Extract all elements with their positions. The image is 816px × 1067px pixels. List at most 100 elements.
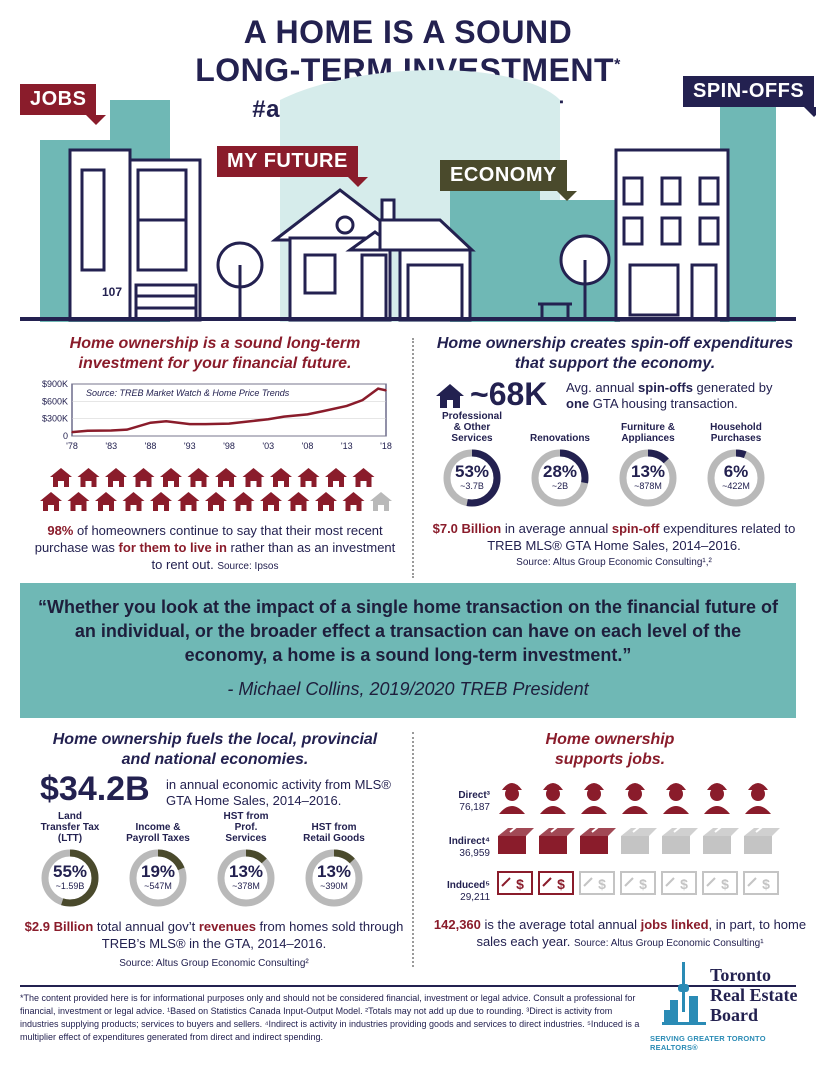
- jobs-icon-box: [539, 823, 575, 854]
- treb-logo-icon: [662, 962, 706, 1025]
- quote-banner: “Whether you look at the impact of a sin…: [20, 583, 796, 718]
- direct-value: 76,187: [459, 802, 490, 813]
- jobs-source: Source: Altus Group Economic Consulting¹: [574, 938, 764, 949]
- chart-xtick: '13: [341, 441, 353, 451]
- tag-my-future: MY FUTURE: [217, 146, 368, 187]
- future-heading: Home ownership is a sound long-term inve…: [69, 335, 361, 372]
- econ-total-text2: from homes sold through TREB’s MLS® in t…: [101, 919, 404, 951]
- jobs-icon-bill: $: [620, 871, 656, 895]
- house-icon: [187, 468, 210, 487]
- jobs-heading: Home ownership supports jobs.: [545, 731, 675, 768]
- donut-arc: [531, 449, 589, 507]
- donut-label: Income & Payroll Taxes: [126, 822, 190, 844]
- econ-total-bold2: revenues: [198, 919, 256, 934]
- tree-left: [216, 241, 264, 318]
- house-icon: [436, 384, 464, 408]
- chart-point: [228, 422, 230, 425]
- jobs-icon-box: [703, 823, 739, 854]
- donut-arc: [305, 849, 363, 907]
- house-icon: [67, 492, 90, 511]
- jobs-icon-box: [498, 823, 534, 854]
- jobs-icon-box: [744, 823, 780, 854]
- donut-ring: [129, 849, 187, 907]
- house-icon: [232, 492, 255, 511]
- donut-amount: ~390M: [320, 881, 348, 891]
- chart-xtick: '88: [145, 441, 157, 451]
- house-icon: [132, 468, 155, 487]
- jobs-total: 142,360 is the average total annual jobs…: [430, 916, 810, 952]
- chart-point: [188, 423, 191, 425]
- jobs-total-bold: 142,360: [433, 917, 481, 932]
- tag-spin-offs: SPIN-OFFS: [683, 76, 816, 117]
- economies-big: $34.2B: [40, 770, 150, 808]
- chart-ytick: 0: [63, 431, 68, 441]
- stat-source: Source: Ipsos: [217, 561, 279, 572]
- donut-label: HST from Prof. Services: [223, 811, 269, 844]
- chart-xtick: '08: [302, 441, 314, 451]
- donut-amount: ~3.7B: [460, 481, 484, 491]
- donut-label: Furniture & Appliances: [621, 422, 675, 444]
- economies-big-text: in annual economic activity from MLS® GT…: [166, 777, 391, 808]
- donut-label: Renovations: [529, 433, 590, 444]
- jobs-icon-bill: $: [538, 871, 574, 895]
- house-icons-grid: [40, 466, 400, 514]
- econ-total-bold: $2.9 Billion: [24, 919, 94, 934]
- chart-ytick: $900K: [42, 379, 68, 389]
- big-text3: GTA housing transaction.: [589, 396, 738, 411]
- house-icon: [40, 492, 62, 511]
- chart-ytick: $600K: [42, 396, 68, 406]
- chart-point: [243, 421, 246, 423]
- logo-tagline: SERVING GREATER TORONTO REALTORS®: [650, 1034, 766, 1052]
- donut-2: Renovations 28% ~2B: [528, 420, 592, 508]
- jobs-total-bold2: jobs linked: [640, 917, 709, 932]
- donut-amount: ~378M: [232, 881, 260, 891]
- chart-xtick: '18: [380, 441, 392, 451]
- house-icon: [242, 468, 265, 487]
- house-icon: [50, 468, 72, 487]
- tag-economy: ECONOMY: [440, 160, 577, 201]
- donut-ring: [41, 849, 99, 907]
- chart-point: [71, 431, 73, 433]
- donut-ring: [531, 449, 589, 507]
- donut-ring: [443, 449, 501, 507]
- house-icon: [370, 492, 392, 511]
- donut-3: Furniture & Appliances 13% ~878M: [616, 420, 680, 508]
- donut-arc: [129, 849, 187, 907]
- svg-text:$: $: [598, 876, 606, 892]
- spinoffs-big-row: ~68K Avg. annual spin-offs generated by …: [434, 376, 804, 416]
- donut-label: Professional & Other Services: [441, 411, 503, 444]
- main-title-line1: A HOME IS A SOUND: [243, 14, 573, 50]
- stat-pct: 98%: [47, 523, 74, 538]
- donut-4: Household Purchases 6% ~422M: [704, 420, 768, 508]
- jobs-icon-worker: [745, 783, 771, 814]
- chart-point: [149, 421, 152, 424]
- chart-point: [361, 399, 364, 401]
- donut-pct: 19%: [140, 862, 176, 881]
- house-icon: [177, 492, 200, 511]
- house-icon: [342, 492, 365, 511]
- stat-text1: of homeowners continue to say that their…: [34, 523, 383, 555]
- spinoffs-total: $7.0 Billion in average annual spin-off …: [424, 520, 804, 554]
- treb-logo-text: Toronto Real Estate Board: [710, 965, 797, 1025]
- jobs-icon-worker: [663, 783, 689, 814]
- house-icon: [160, 468, 182, 487]
- donut-label: Land Transfer Tax (LTT): [40, 811, 100, 844]
- logo-line3: Board: [710, 1005, 759, 1025]
- donut-label: HST from Retail Goods: [303, 822, 365, 844]
- econ-total-text1: total annual gov’t: [93, 919, 199, 934]
- donut-arc: [443, 449, 501, 507]
- tag-jobs: JOBS: [20, 84, 108, 125]
- bench-and-tree: [538, 234, 611, 318]
- economies-total: $2.9 Billion total annual gov’t revenues…: [24, 918, 404, 952]
- house-icon: [105, 468, 127, 487]
- donut-arc: [619, 449, 677, 507]
- donut-ring: [707, 449, 765, 507]
- chart-point: [385, 389, 387, 392]
- chart-point: [322, 410, 325, 412]
- middle-house: [270, 188, 476, 322]
- big-text1: Avg. annual: [566, 380, 639, 395]
- chart-point: [267, 418, 270, 421]
- jobs-icon-bill: $: [497, 871, 533, 895]
- donut-pct: 28%: [542, 462, 578, 481]
- footer-note: *The content provided here is for inform…: [20, 993, 640, 1042]
